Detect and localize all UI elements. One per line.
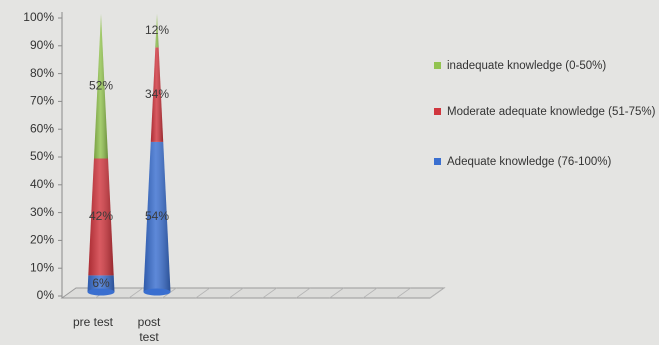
legend-entry: Moderate adequate knowledge (51-75%): [447, 106, 656, 118]
cone-shading: [93, 14, 109, 159]
y-tick-label: 10%: [30, 260, 54, 274]
y-axis: 0% 10% 20% 30% 40% 50% 60% 70% 80% 90% 100%: [23, 10, 63, 302]
legend-swatch: [434, 158, 441, 165]
y-tick-label: 80%: [30, 66, 54, 80]
legend: inadequate knowledge (0-50%) Moderate ade…: [434, 60, 656, 168]
y-tick-label: 70%: [30, 94, 54, 108]
x-category-label: post test: [138, 315, 161, 344]
data-label: 12%: [145, 23, 169, 37]
data-label: 42%: [89, 209, 113, 223]
y-tick-label: 50%: [30, 149, 54, 163]
floor-gridline: [295, 287, 311, 299]
cones: [87, 14, 171, 296]
x-category-label: pre test: [73, 315, 114, 329]
data-label: 52%: [89, 78, 113, 92]
floor-gridline: [229, 287, 244, 299]
floor-gridline: [195, 287, 211, 299]
y-tick-label: 40%: [30, 177, 54, 191]
floor-gridline: [262, 287, 277, 299]
y-tick-label: 20%: [30, 233, 54, 247]
legend-entry: inadequate knowledge (0-50%): [447, 60, 606, 72]
data-label: 34%: [145, 87, 169, 101]
floor-plane: [60, 287, 446, 299]
y-tick-label: 30%: [30, 205, 54, 219]
legend-swatch: [434, 62, 441, 69]
chart-floor: [60, 287, 446, 299]
floor-gridline: [429, 287, 445, 299]
floor-gridline: [362, 287, 378, 299]
y-tick-label: 60%: [30, 121, 54, 135]
cone-shading: [88, 158, 114, 276]
cone-shading: [150, 47, 164, 142]
legend-swatch: [434, 108, 441, 115]
cone-base: [87, 288, 115, 296]
y-tick-label: 90%: [30, 38, 54, 52]
x-axis-categories: pre test post test: [73, 315, 161, 344]
cone-shading: [143, 141, 171, 292]
floor-gridline: [329, 287, 344, 299]
data-label: 6%: [92, 276, 110, 290]
floor-gridline: [396, 287, 411, 299]
y-tick-label: 100%: [23, 10, 54, 24]
legend-entry: Adequate knowledge (76-100%): [447, 156, 611, 168]
data-label: 54%: [145, 209, 169, 223]
floor-gridline: [128, 287, 144, 299]
y-tick-label: 0%: [37, 288, 55, 302]
data-labels: 6% 42% 52% 54% 34% 12%: [89, 23, 169, 290]
cone-shading: [87, 275, 115, 292]
cone-shading: [155, 14, 159, 48]
cone-base: [143, 288, 171, 296]
